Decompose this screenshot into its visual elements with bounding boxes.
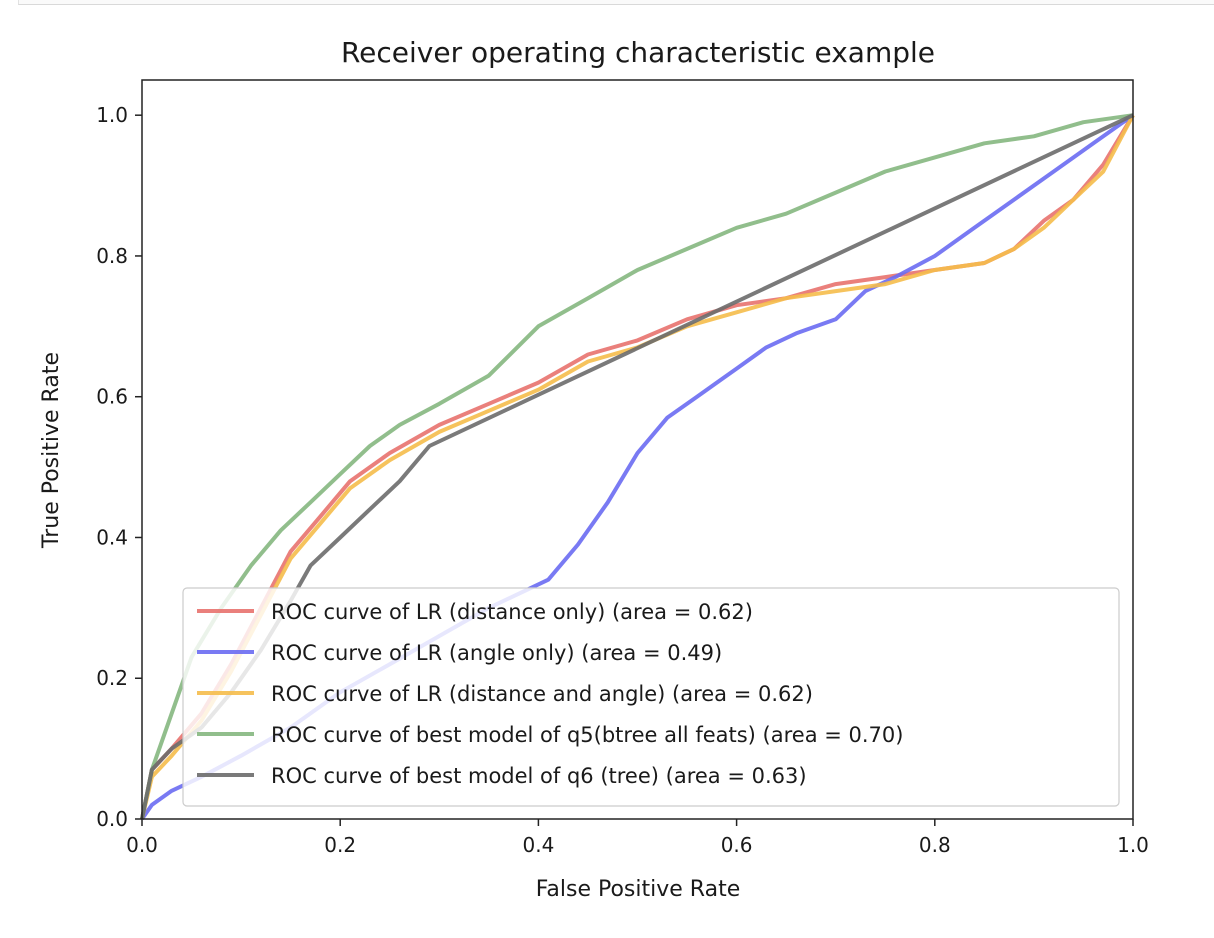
x-tick-label: 0.2 — [324, 833, 356, 857]
x-tick-label: 0.8 — [919, 833, 951, 857]
window-top-edge — [18, 0, 1214, 5]
x-axis-label: False Positive Rate — [536, 877, 740, 902]
y-tick-label: 1.0 — [96, 103, 128, 127]
y-axis: 0.0 0.2 0.4 0.6 0.8 1.0 — [96, 103, 142, 831]
chart-title: Receiver operating characteristic exampl… — [341, 36, 935, 69]
legend: ROC curve of LR (distance only) (area = … — [182, 587, 1120, 807]
y-axis-label: True Positive Rate — [39, 352, 64, 549]
legend-label-5: ROC curve of best model of q6 (tree) (ar… — [271, 764, 807, 788]
legend-label-2: ROC curve of LR (angle only) (area = 0.4… — [271, 641, 722, 665]
x-tick-label: 0.4 — [522, 833, 554, 857]
plot-frame — [141, 79, 1134, 820]
legend-label-3: ROC curve of LR (distance and angle) (ar… — [271, 682, 813, 706]
x-axis: 0.0 0.2 0.4 0.6 0.8 1.0 — [126, 819, 1149, 857]
x-tick-label: 0.0 — [126, 833, 158, 857]
y-tick-label: 0.6 — [96, 385, 128, 409]
y-tick-label: 0.0 — [96, 807, 128, 831]
legend-label-1: ROC curve of LR (distance only) (area = … — [271, 600, 753, 624]
legend-label-4: ROC curve of best model of q5(btree all … — [271, 723, 903, 747]
y-tick-label: 0.2 — [96, 666, 128, 690]
y-tick-label: 0.8 — [96, 244, 128, 268]
y-tick-label: 0.4 — [96, 525, 128, 549]
x-tick-label: 0.6 — [721, 833, 753, 857]
legend-box — [182, 587, 1120, 807]
x-tick-label: 1.0 — [1117, 833, 1149, 857]
